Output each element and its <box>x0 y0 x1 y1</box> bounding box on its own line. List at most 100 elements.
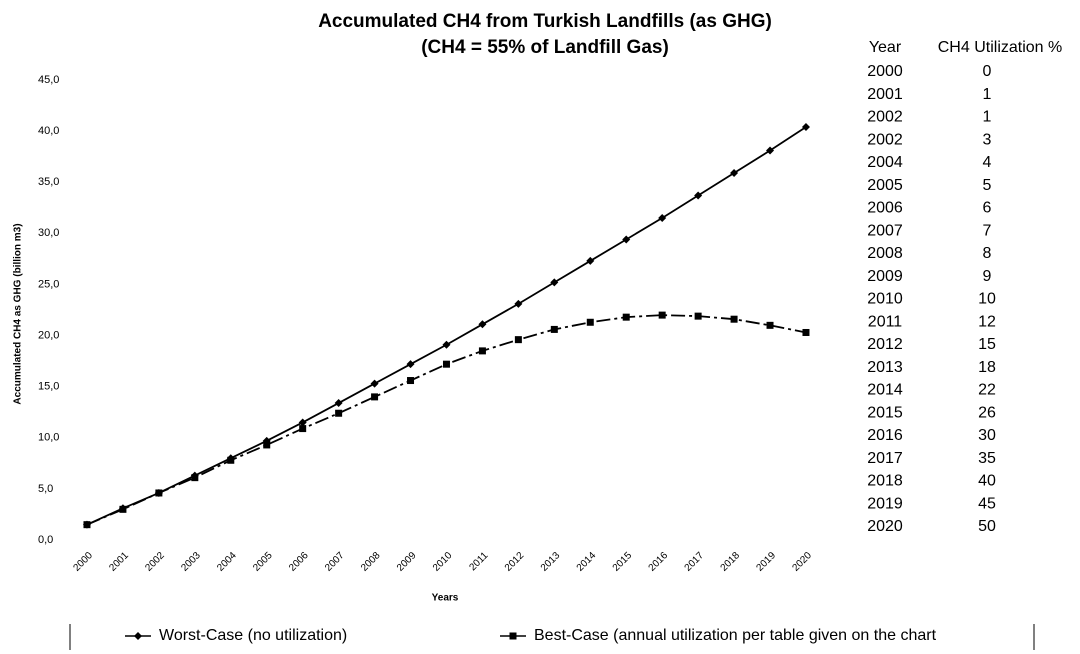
point <box>694 312 702 320</box>
table-cell: 7 <box>983 222 992 239</box>
chart-subtitle: (CH4 = 55% of Landfill Gas) <box>421 37 669 58</box>
point <box>298 418 307 427</box>
x-tick-label: 2019 <box>755 550 779 574</box>
point <box>802 328 810 336</box>
table-cell: 2007 <box>867 222 903 239</box>
x-tick-label: 2000 <box>71 550 95 574</box>
table-cell: 22 <box>978 382 996 399</box>
table-cell: 30 <box>978 427 996 444</box>
table-cell: 2008 <box>867 245 903 262</box>
table-cell: 2006 <box>867 200 903 217</box>
x-tick-label: 2006 <box>287 550 311 574</box>
table-cell: 2018 <box>867 473 903 490</box>
point <box>334 399 343 408</box>
point <box>191 474 199 482</box>
table-cell: 2010 <box>867 291 903 308</box>
point <box>550 278 559 287</box>
legend-label: Worst-Case (no utilization) <box>159 627 347 644</box>
point <box>335 409 343 417</box>
point <box>550 325 558 333</box>
table-cell: 2016 <box>867 427 903 444</box>
point <box>622 313 630 321</box>
table-cell: 5 <box>983 177 992 194</box>
point <box>406 360 415 369</box>
y-tick-label: 0,0 <box>38 534 53 546</box>
point <box>801 123 810 132</box>
table-cell: 2013 <box>867 359 903 376</box>
x-tick-label: 2020 <box>790 550 814 574</box>
point <box>514 336 522 344</box>
legend-marker <box>509 632 517 640</box>
y-tick-label: 20,0 <box>38 329 59 341</box>
table-cell: 3 <box>983 131 992 148</box>
table-cell: 2017 <box>867 450 903 467</box>
x-tick-label: 2016 <box>647 550 671 574</box>
table-cell: 4 <box>983 154 992 171</box>
x-axis-title: Years <box>432 593 459 604</box>
y-tick-label: 45,0 <box>38 74 59 86</box>
table-cell: 26 <box>978 404 996 421</box>
point <box>658 214 667 222</box>
table-cell: 18 <box>978 359 996 376</box>
point <box>299 425 307 433</box>
table-cell: 6 <box>983 200 992 217</box>
legend-label: Best-Case (annual utilization per table … <box>534 627 937 644</box>
y-axis-title: Accumulated CH4 as GHG (billion m3) <box>13 223 24 404</box>
y-tick-label: 40,0 <box>38 125 59 137</box>
y-tick-label: 15,0 <box>38 381 59 393</box>
table-cell: 2014 <box>867 382 903 399</box>
x-tick-label: 2001 <box>107 550 131 574</box>
y-tick-label: 10,0 <box>38 432 59 444</box>
point <box>478 320 487 329</box>
y-tick-label: 35,0 <box>38 176 59 188</box>
point <box>227 456 235 464</box>
table-cell: 40 <box>978 473 996 490</box>
x-tick-label: 2015 <box>611 550 635 574</box>
point <box>694 191 703 200</box>
table-cell: 0 <box>983 63 992 80</box>
point <box>370 379 379 388</box>
y-tick-label: 25,0 <box>38 278 59 290</box>
x-tick-label: 2009 <box>395 550 419 574</box>
point <box>83 521 91 529</box>
point <box>730 169 739 178</box>
x-tick-label: 2003 <box>179 550 203 574</box>
point <box>766 146 775 155</box>
table-cell: 2002 <box>867 109 903 126</box>
table-cell: 45 <box>978 495 996 512</box>
x-tick-label: 2013 <box>539 550 563 574</box>
table-cell: 35 <box>978 450 996 467</box>
table-cell: 2009 <box>867 268 903 285</box>
x-tick-label: 2010 <box>431 550 455 574</box>
table-cell: 2000 <box>867 63 903 80</box>
table-cell: 2001 <box>867 86 903 103</box>
point <box>371 393 379 401</box>
table-cell: 2005 <box>867 177 903 194</box>
table-cell: 12 <box>978 313 996 330</box>
point <box>766 321 774 329</box>
table-cell: 1 <box>983 109 992 126</box>
table-header: CH4 Utilization % <box>938 39 1062 56</box>
table-cell: 15 <box>978 336 996 353</box>
point <box>263 441 271 449</box>
point <box>478 347 486 355</box>
table-cell: 2002 <box>867 131 903 148</box>
table-cell: 10 <box>978 291 996 308</box>
point <box>586 256 595 265</box>
table-cell: 8 <box>983 245 992 262</box>
x-tick-label: 2008 <box>359 550 383 574</box>
point <box>514 299 523 308</box>
y-tick-label: 30,0 <box>38 227 59 239</box>
x-tick-label: 2017 <box>683 550 707 574</box>
table-cell: 2015 <box>867 404 903 421</box>
x-tick-label: 2002 <box>143 550 167 574</box>
point <box>586 318 594 326</box>
table-cell: 2020 <box>867 518 903 535</box>
point <box>407 377 415 385</box>
point <box>658 311 666 319</box>
series-line <box>86 126 807 526</box>
x-tick-label: 2004 <box>215 550 239 574</box>
y-tick-label: 5,0 <box>38 483 53 495</box>
point <box>119 505 127 513</box>
x-tick-label: 2005 <box>251 550 275 574</box>
